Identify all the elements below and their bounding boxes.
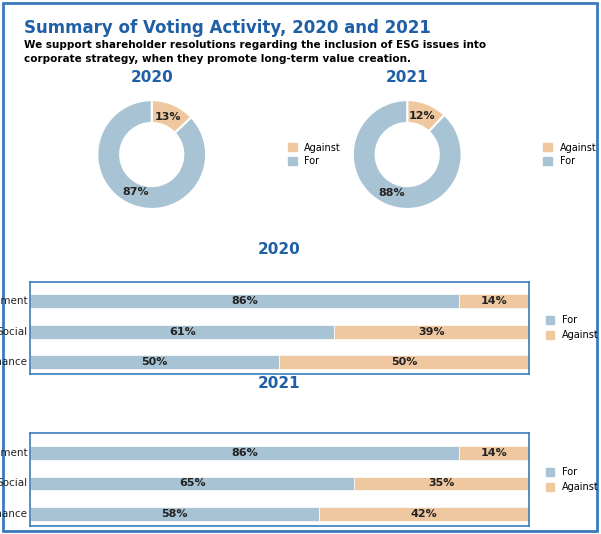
- Legend: For, Against: For, Against: [544, 465, 601, 494]
- Bar: [334, 325, 529, 339]
- Bar: [319, 507, 529, 521]
- Text: 86%: 86%: [231, 296, 258, 307]
- Text: 87%: 87%: [122, 187, 148, 198]
- Bar: [30, 476, 355, 490]
- Text: We support shareholder resolutions regarding the inclusion of ESG issues into
co: We support shareholder resolutions regar…: [24, 40, 486, 64]
- Text: Social: Social: [0, 327, 28, 337]
- Legend: Against, For: Against, For: [542, 140, 599, 168]
- Wedge shape: [407, 100, 445, 131]
- Text: 50%: 50%: [142, 357, 168, 367]
- Text: Governance: Governance: [0, 509, 28, 519]
- Wedge shape: [97, 100, 206, 209]
- Bar: [30, 446, 459, 460]
- Legend: Against, For: Against, For: [286, 140, 343, 168]
- Bar: [459, 294, 529, 308]
- Bar: [355, 476, 529, 490]
- Text: 14%: 14%: [481, 448, 507, 458]
- Bar: [30, 325, 334, 339]
- Text: 65%: 65%: [179, 478, 206, 489]
- Text: 88%: 88%: [379, 188, 405, 198]
- Text: 35%: 35%: [429, 478, 455, 489]
- Wedge shape: [151, 100, 191, 133]
- Bar: [30, 294, 459, 308]
- Text: 42%: 42%: [410, 509, 438, 519]
- Text: Social: Social: [0, 478, 28, 489]
- Title: 2020: 2020: [130, 70, 173, 85]
- Bar: [279, 355, 529, 369]
- Text: Governance: Governance: [0, 357, 28, 367]
- Text: 14%: 14%: [481, 296, 507, 307]
- Text: 2021: 2021: [258, 376, 300, 391]
- Text: 50%: 50%: [391, 357, 417, 367]
- Text: 86%: 86%: [231, 448, 258, 458]
- Text: 2020: 2020: [258, 242, 301, 257]
- Bar: [30, 507, 319, 521]
- Text: 39%: 39%: [418, 327, 445, 337]
- Text: Environment: Environment: [0, 448, 28, 458]
- Bar: [459, 446, 529, 460]
- Text: 13%: 13%: [155, 112, 182, 122]
- Legend: For, Against: For, Against: [544, 313, 601, 342]
- Wedge shape: [353, 100, 462, 209]
- Text: 12%: 12%: [409, 111, 436, 121]
- Bar: [30, 355, 279, 369]
- Text: Environment: Environment: [0, 296, 28, 307]
- Title: 2021: 2021: [386, 70, 429, 85]
- Text: 58%: 58%: [162, 509, 188, 519]
- Text: 61%: 61%: [169, 327, 195, 337]
- Text: Summary of Voting Activity, 2020 and 2021: Summary of Voting Activity, 2020 and 202…: [24, 19, 431, 37]
